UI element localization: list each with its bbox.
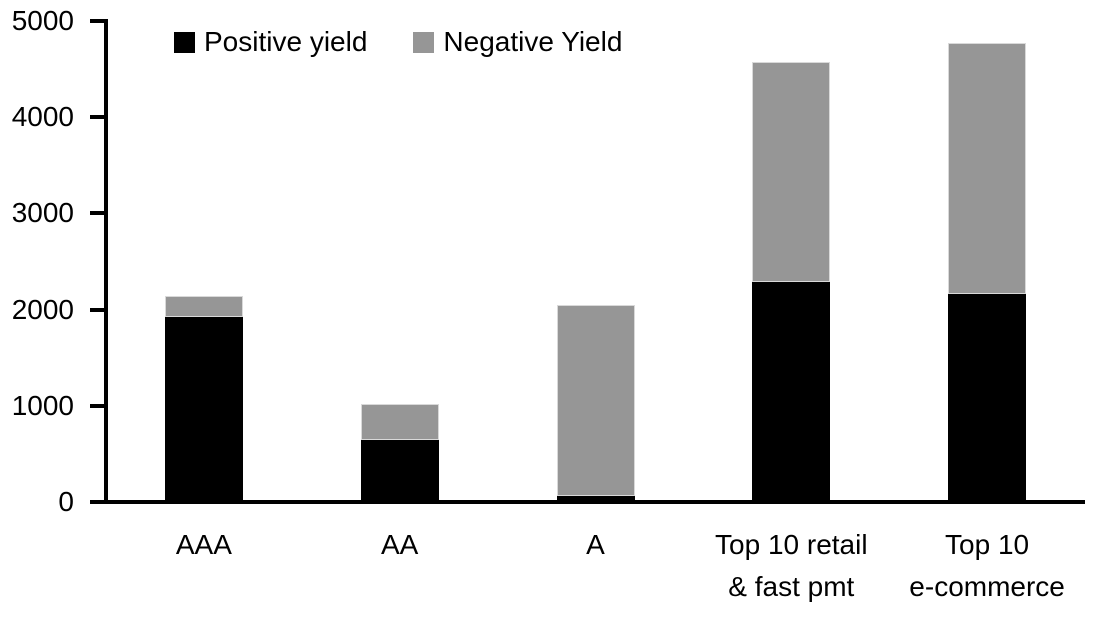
y-axis-tick-label: 0 <box>58 486 74 517</box>
y-axis-tick <box>90 211 104 216</box>
y-axis-tick-label: 4000 <box>11 101 74 133</box>
y-axis-tick-label: 5000 <box>11 5 74 36</box>
bar-segment-negative <box>948 43 1027 295</box>
y-axis-tick-label: 3000 <box>11 197 74 229</box>
y-axis-tick-label: 1000 <box>11 389 74 421</box>
bar-segment-negative <box>360 403 439 441</box>
bar-segment-positive <box>164 317 243 500</box>
x-axis-line <box>104 500 1085 504</box>
legend-label: Negative Yield <box>443 26 623 57</box>
bar-segment-negative <box>164 296 243 318</box>
legend-swatch-icon <box>413 31 435 53</box>
y-axis-tick <box>90 307 104 312</box>
bar-segment-negative <box>752 62 831 282</box>
y-axis-tick-label: 2000 <box>11 293 74 325</box>
y-axis-tick <box>90 500 104 504</box>
bar-segment-positive <box>360 440 439 500</box>
legend-item: Negative Yield <box>413 28 622 56</box>
x-axis-category-label: A <box>586 529 605 560</box>
x-axis-category-label: Top 10 e-commerce <box>909 529 1065 602</box>
y-axis-tick <box>90 115 104 120</box>
legend-swatch-icon <box>174 31 195 53</box>
y-axis-tick <box>90 19 104 23</box>
legend-label: Positive yield <box>204 26 368 57</box>
bar-segment-positive <box>556 496 635 500</box>
legend-item: Positive yield <box>174 28 367 56</box>
x-axis-category-label: AAA <box>175 529 232 560</box>
chart-legend: Positive yield Negative Yield <box>174 28 622 56</box>
x-axis-category-label: AA <box>381 529 419 560</box>
y-axis-tick <box>90 403 104 408</box>
bar-segment-negative <box>556 304 635 497</box>
y-axis-line <box>104 19 108 504</box>
x-axis-category-label: Top 10 retail & fast pmt <box>715 529 868 602</box>
bar-segment-positive <box>752 281 831 500</box>
bar-segment-positive <box>948 294 1027 500</box>
